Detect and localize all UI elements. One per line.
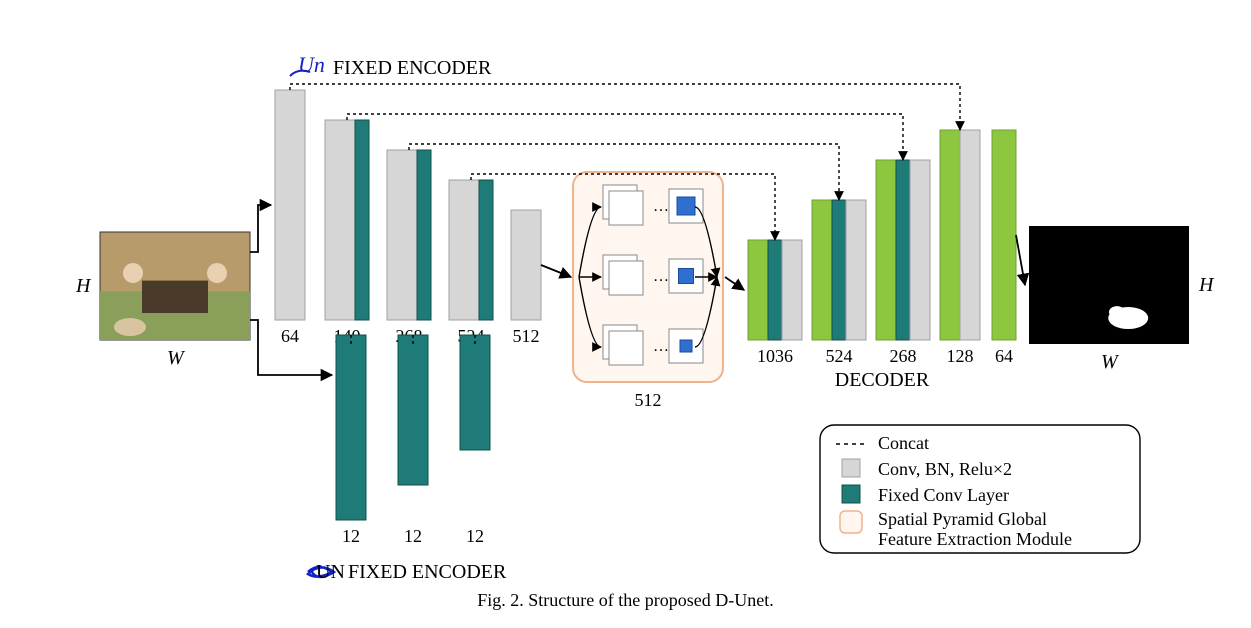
svg-text:Un: Un bbox=[298, 52, 325, 77]
svg-text:12: 12 bbox=[404, 526, 422, 546]
decoder-block-1 bbox=[812, 200, 866, 340]
svg-text:12: 12 bbox=[342, 526, 360, 546]
decoder-block-2 bbox=[876, 160, 930, 340]
svg-text:128: 128 bbox=[947, 346, 974, 366]
svg-text:Fig. 2. Structure of the propo: Fig. 2. Structure of the proposed D-Unet… bbox=[477, 590, 773, 610]
decoder-block-0 bbox=[748, 240, 802, 340]
svg-text:268: 268 bbox=[890, 346, 917, 366]
svg-text:…: … bbox=[653, 198, 669, 215]
svg-text:Conv, BN, Relu×2: Conv, BN, Relu×2 bbox=[878, 459, 1012, 479]
svg-text:DECODER: DECODER bbox=[835, 369, 930, 391]
output-mask bbox=[1029, 226, 1189, 344]
svg-text:Concat: Concat bbox=[878, 433, 929, 453]
svg-text:512: 512 bbox=[635, 390, 662, 410]
diagram-canvas: HWHW64140268524512121212………5121036524268… bbox=[0, 0, 1251, 628]
pyramid-module bbox=[573, 172, 723, 382]
unfixed-encoder-block-2 bbox=[460, 335, 490, 450]
svg-text:1036: 1036 bbox=[757, 346, 793, 366]
svg-text:W: W bbox=[167, 347, 186, 369]
unfixed-encoder-block-0 bbox=[336, 335, 366, 520]
svg-text:W: W bbox=[1101, 351, 1120, 373]
svg-text:FIXED ENCODER: FIXED ENCODER bbox=[348, 561, 507, 583]
svg-text:Feature Extraction Module: Feature Extraction Module bbox=[878, 529, 1072, 549]
svg-text:H: H bbox=[1198, 274, 1215, 296]
encoder-block-2 bbox=[387, 150, 431, 320]
decoder-block-3 bbox=[940, 130, 980, 340]
svg-text:524: 524 bbox=[826, 346, 853, 366]
svg-text:UN: UN bbox=[316, 561, 345, 583]
svg-text:H: H bbox=[75, 275, 92, 297]
encoder-block-4 bbox=[511, 210, 541, 320]
input-image bbox=[100, 232, 250, 340]
svg-text:512: 512 bbox=[513, 326, 540, 346]
encoder-block-0 bbox=[275, 90, 305, 320]
svg-text:12: 12 bbox=[466, 526, 484, 546]
svg-text:64: 64 bbox=[281, 326, 299, 346]
annotation-unfixed-top: Un bbox=[290, 52, 325, 77]
unfixed-encoder-block-1 bbox=[398, 335, 428, 485]
encoder-block-1 bbox=[325, 120, 369, 320]
svg-text:Spatial Pyramid Global: Spatial Pyramid Global bbox=[878, 509, 1047, 529]
svg-text:…: … bbox=[653, 268, 669, 285]
svg-text:FIXED ENCODER: FIXED ENCODER bbox=[333, 57, 492, 79]
encoder-block-3 bbox=[449, 180, 493, 320]
decoder-block-4 bbox=[992, 130, 1016, 340]
svg-text:…: … bbox=[653, 338, 669, 355]
svg-text:64: 64 bbox=[995, 346, 1013, 366]
svg-text:Fixed Conv Layer: Fixed Conv Layer bbox=[878, 485, 1009, 505]
